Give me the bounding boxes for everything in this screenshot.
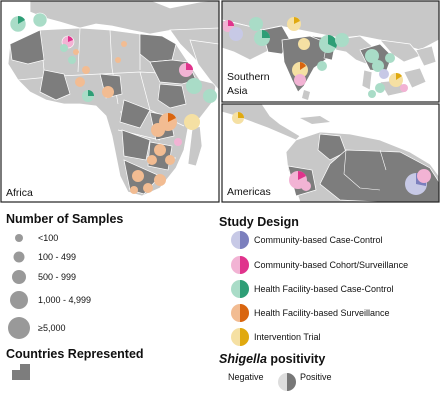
asia-map: Southern Asia — [222, 1, 439, 100]
positivity-title: Shigella positivity — [219, 352, 325, 366]
study-design-item-5: Intervention Trial — [254, 332, 321, 342]
africa-frame — [0, 0, 220, 203]
countries-represented-swatch — [12, 364, 30, 380]
americas-frame — [221, 103, 440, 203]
region-label-southern: Southern — [227, 71, 270, 83]
americas-study-sites — [232, 112, 431, 195]
countries-represented-title: Countries Represented — [6, 347, 144, 361]
asia-frame — [221, 0, 440, 103]
samples-legend-item-5: ≥5,000 — [38, 323, 66, 333]
americas-map: Americas — [222, 104, 439, 202]
positivity-positive-label: Positive — [300, 372, 332, 382]
region-label-asia: Asia — [227, 85, 248, 97]
sample-size-circle-2 — [13, 251, 25, 263]
study-design-item-1: Community-based Case-Control — [254, 235, 383, 245]
sample-size-circles — [8, 234, 30, 339]
samples-legend-title: Number of Samples — [6, 212, 124, 226]
positivity-negative-label: Negative — [228, 372, 264, 382]
study-design-item-2: Community-based Cohort/Surveillance — [254, 260, 409, 270]
region-label-americas: Americas — [227, 186, 271, 198]
region-label-africa: Africa — [6, 187, 33, 199]
sample-size-circle-3 — [12, 270, 26, 284]
positivity-swatch — [278, 373, 296, 391]
africa-map: Africa — [6, 1, 219, 199]
asia-study-sites — [222, 17, 408, 98]
map-panels: Africa — [0, 0, 440, 203]
study-design-item-3: Health Facility-based Case-Control — [254, 284, 394, 294]
study-design-title: Study Design — [219, 215, 299, 229]
samples-legend-item-3: 500 - 999 — [38, 272, 77, 282]
samples-legend-item-4: 1,000 - 4,999 — [38, 295, 92, 305]
positivity-title-rest: positivity — [266, 352, 326, 366]
sample-size-circle-1 — [15, 234, 23, 242]
positivity-title-italic: Shigella — [219, 352, 267, 366]
sample-size-circle-5 — [8, 317, 30, 339]
samples-legend-item-1: <100 — [38, 233, 59, 243]
study-design-item-4: Health Facility-based Surveillance — [254, 308, 390, 318]
sample-size-circle-4 — [10, 291, 28, 309]
samples-legend-item-2: 100 - 499 — [38, 252, 77, 262]
africa-study-sites — [9, 12, 217, 194]
study-design-swatches — [231, 231, 249, 346]
